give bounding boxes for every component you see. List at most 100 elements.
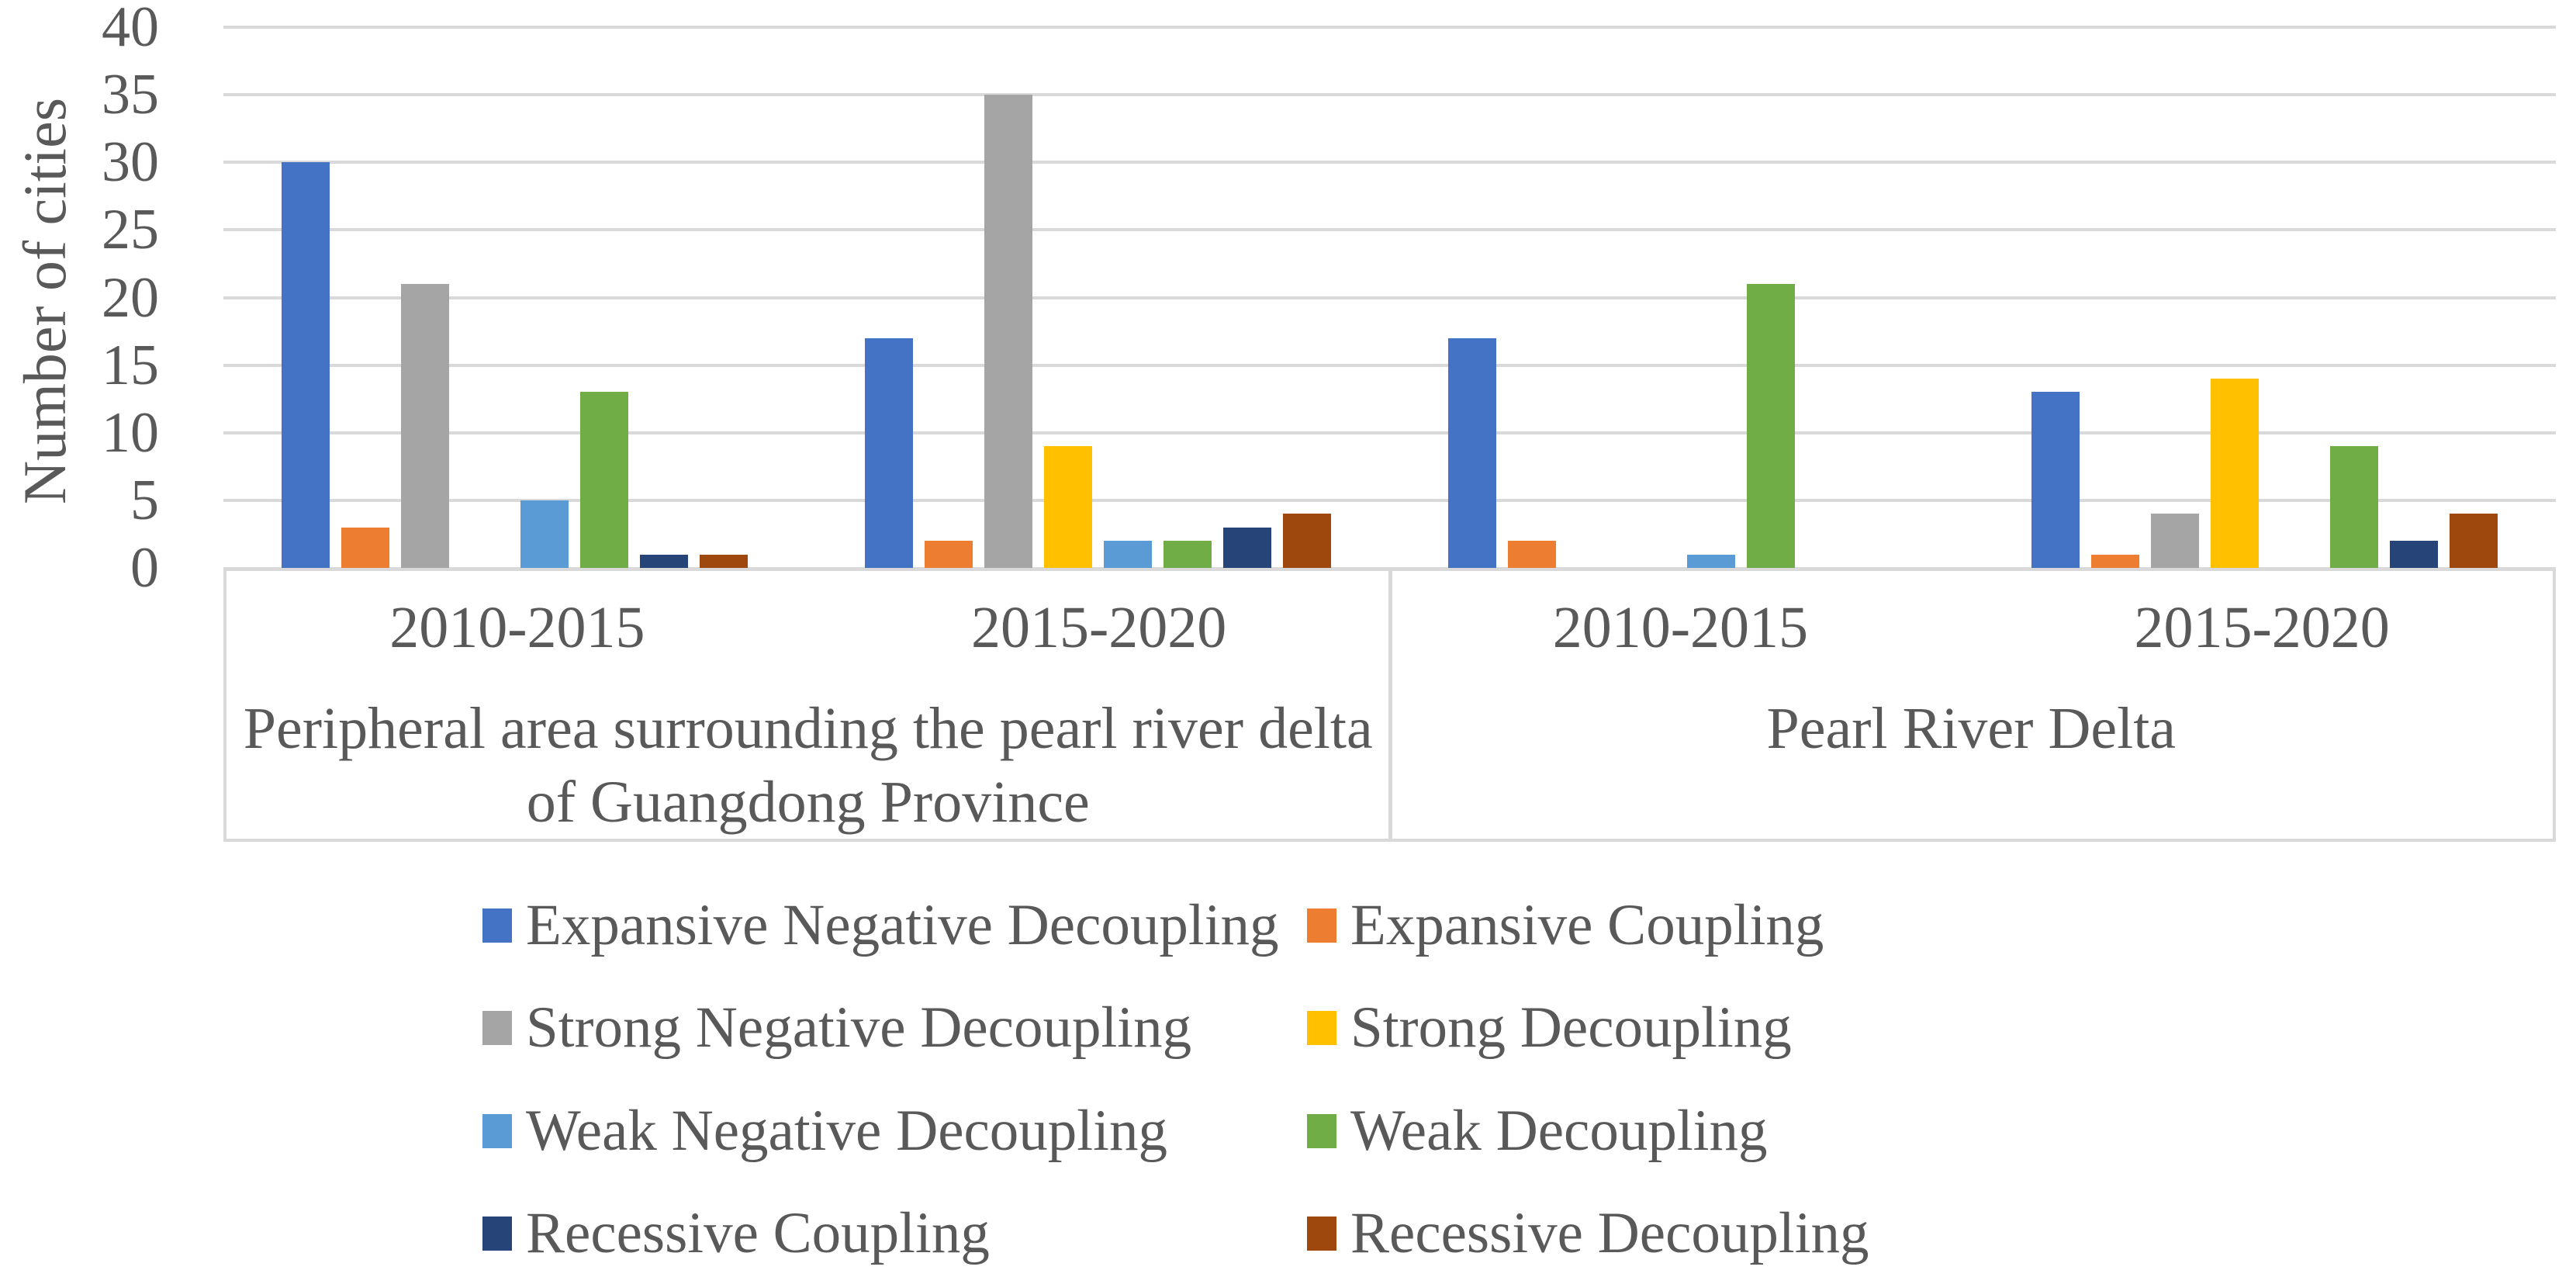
- bar-series-4: [1104, 541, 1153, 568]
- bar-slot: [2384, 27, 2443, 568]
- bar-series-6: [640, 554, 689, 568]
- bar-series-7: [1283, 514, 1332, 568]
- bar-slot: [2145, 27, 2204, 568]
- gridline: [223, 93, 2556, 97]
- y-tick-label: 40: [102, 0, 159, 59]
- legend-swatch-icon: [1307, 1114, 1336, 1148]
- legend-swatch-icon: [482, 1217, 512, 1251]
- bar-series-5: [1746, 284, 1795, 568]
- legend-item: Recessive Coupling: [482, 1195, 990, 1272]
- bar-slot: [396, 27, 455, 568]
- legend-item: Expansive Negative Decoupling: [482, 887, 1279, 964]
- gridline: [223, 431, 2556, 434]
- legend-swatch-icon: [1307, 1011, 1336, 1045]
- bar-series-2: [984, 95, 1033, 568]
- bar-slot: [276, 27, 336, 568]
- legend-swatch-icon: [1307, 1217, 1336, 1251]
- legend-swatch-icon: [482, 1011, 512, 1045]
- bar-slot: [515, 27, 575, 568]
- legend-item: Weak Negative Decoupling: [482, 1092, 1167, 1170]
- legend-label: Strong Negative Decoupling: [526, 995, 1192, 1060]
- bar-series-1: [2090, 554, 2139, 568]
- category-group: [1390, 27, 1973, 568]
- bar-series-1: [1507, 541, 1556, 568]
- bar-series-5: [2329, 446, 2378, 568]
- bar-slot: [2443, 27, 2503, 568]
- y-tick-label: 10: [102, 400, 159, 465]
- gridline: [223, 498, 2556, 502]
- category-group: [223, 27, 807, 568]
- legend-item: Strong Decoupling: [1307, 989, 1792, 1067]
- category-axis-band: 2010-2015 2015-2020 2010-2015 2015-2020 Per…: [223, 568, 2556, 842]
- bar-slot: [1681, 27, 1741, 568]
- y-tick-label: 20: [102, 265, 159, 330]
- region-label-peripheral: Peripheral area surrounding the pearl ri…: [226, 692, 1390, 839]
- region-label-line: of Guangdong Province: [526, 770, 1090, 835]
- region-label-line: Peripheral area surrounding the pearl ri…: [243, 696, 1373, 761]
- legend-label: Weak Decoupling: [1350, 1099, 1768, 1163]
- bar-slot: [1039, 27, 1098, 568]
- bar-series-2: [401, 284, 450, 568]
- bar-slot: [2264, 27, 2324, 568]
- y-tick-label: 15: [102, 333, 159, 397]
- bar-slot: [2324, 27, 2384, 568]
- bar-slot: [2085, 27, 2145, 568]
- legend-label: Strong Decoupling: [1350, 995, 1792, 1060]
- plot-area: [223, 26, 2556, 571]
- gridline: [223, 296, 2556, 299]
- bar-series-3: [1044, 446, 1093, 568]
- bar-slot: [694, 27, 754, 568]
- bar-slot: [919, 27, 979, 568]
- bar-slot: [634, 27, 694, 568]
- bar-series-0: [1447, 337, 1496, 568]
- gridline: [223, 161, 2556, 164]
- bar-series-5: [580, 392, 629, 568]
- region-label-pearl-river-delta: Pearl River Delta: [1390, 692, 2554, 766]
- bar-series-0: [282, 162, 330, 568]
- gridline: [223, 26, 2556, 29]
- bar-series-4: [1686, 554, 1735, 568]
- bar-series-2: [2150, 514, 2199, 568]
- y-tick-label: 0: [130, 536, 159, 600]
- bar-slot: [1860, 27, 1920, 568]
- bar-slot: [455, 27, 515, 568]
- legend-swatch-icon: [482, 908, 512, 943]
- legend-label: Expansive Coupling: [1350, 893, 1824, 957]
- category-group: [1973, 27, 2556, 568]
- bar-series-7: [700, 554, 749, 568]
- bar-series-3: [2210, 379, 2259, 568]
- region-divider: [1388, 568, 1392, 839]
- bar-slot: [1098, 27, 1158, 568]
- bar-series-6: [1223, 527, 1272, 568]
- bar-series-0: [865, 337, 914, 568]
- y-tick-label: 30: [102, 130, 159, 195]
- bar-slot: [2204, 27, 2264, 568]
- bar-slot: [1561, 27, 1621, 568]
- legend-label: Recessive Coupling: [526, 1201, 990, 1265]
- bar-slot: [979, 27, 1039, 568]
- gridline: [223, 363, 2556, 367]
- bar-slot: [575, 27, 634, 568]
- bar-slot: [1158, 27, 1218, 568]
- bar-slot: [1278, 27, 1337, 568]
- legend-swatch-icon: [482, 1114, 512, 1148]
- y-tick-label: 25: [102, 198, 159, 262]
- period-label: 2015-2020: [2134, 595, 2390, 660]
- bar-slot: [1741, 27, 1800, 568]
- period-label: 2015-2020: [970, 595, 1227, 660]
- y-tick-label: 35: [102, 63, 159, 127]
- legend-item: Weak Decoupling: [1307, 1092, 1768, 1170]
- legend-label: Weak Negative Decoupling: [526, 1099, 1167, 1163]
- bar-series-6: [2389, 541, 2438, 568]
- legend-label: Recessive Decoupling: [1350, 1201, 1869, 1265]
- bar-series-7: [2449, 514, 2498, 568]
- bar-slot: [1621, 27, 1681, 568]
- period-label: 2010-2015: [1552, 595, 1809, 660]
- bar-series-1: [925, 541, 973, 568]
- period-label: 2010-2015: [389, 595, 645, 660]
- bar-slot: [1218, 27, 1278, 568]
- bars: [223, 27, 2556, 568]
- legend-item: Strong Negative Decoupling: [482, 989, 1191, 1067]
- bar-slot: [2025, 27, 2085, 568]
- bar-series-4: [520, 500, 569, 568]
